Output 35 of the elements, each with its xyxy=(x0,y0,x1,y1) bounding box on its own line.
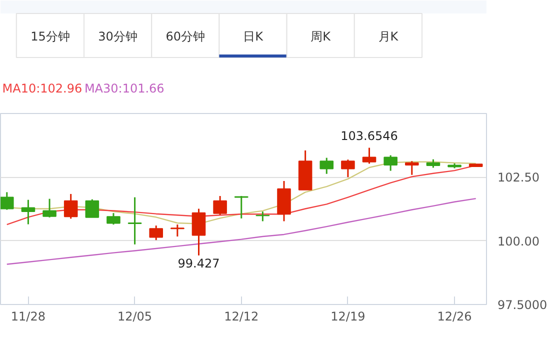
candlestick xyxy=(320,157,334,175)
candlestick xyxy=(405,160,419,176)
y-tick-label: 100.00 xyxy=(498,234,540,248)
candlestick xyxy=(170,224,184,238)
x-tick-label: 12/26 xyxy=(437,310,472,324)
candlestick xyxy=(192,208,206,256)
candlestick xyxy=(21,199,36,226)
candlestick xyxy=(85,198,100,218)
candlestick xyxy=(234,195,248,220)
text: 15分钟 xyxy=(30,30,70,44)
annotation: 103.6546 xyxy=(340,128,398,143)
text: 周K xyxy=(310,30,332,44)
candlestick xyxy=(0,191,14,211)
candlestick xyxy=(149,224,163,241)
text: MA30:101.66 xyxy=(84,82,164,96)
candlestick xyxy=(106,212,120,226)
candlestick xyxy=(362,147,376,164)
y-tick-label: 97.5000 xyxy=(498,298,548,312)
text: 月K xyxy=(378,30,400,44)
candlestick xyxy=(128,196,142,246)
text: 60分钟 xyxy=(166,30,206,44)
y-tick-label: 102.50 xyxy=(498,170,540,185)
x-tick-label: 12/05 xyxy=(118,310,152,324)
candlestick xyxy=(341,158,355,178)
text: MA10:102.96 xyxy=(2,82,82,96)
candlestick xyxy=(42,198,56,218)
x-tick-label: 11/28 xyxy=(10,310,46,324)
x-tick-label: 12/12 xyxy=(224,310,259,324)
text: 日K xyxy=(243,30,264,44)
candlestick xyxy=(384,154,398,172)
text: 30分钟 xyxy=(98,30,138,44)
x-tick-label: 12/19 xyxy=(330,310,366,324)
candlestick xyxy=(213,195,227,216)
candlestick xyxy=(64,193,78,220)
annotation: 99.427 xyxy=(178,256,220,270)
